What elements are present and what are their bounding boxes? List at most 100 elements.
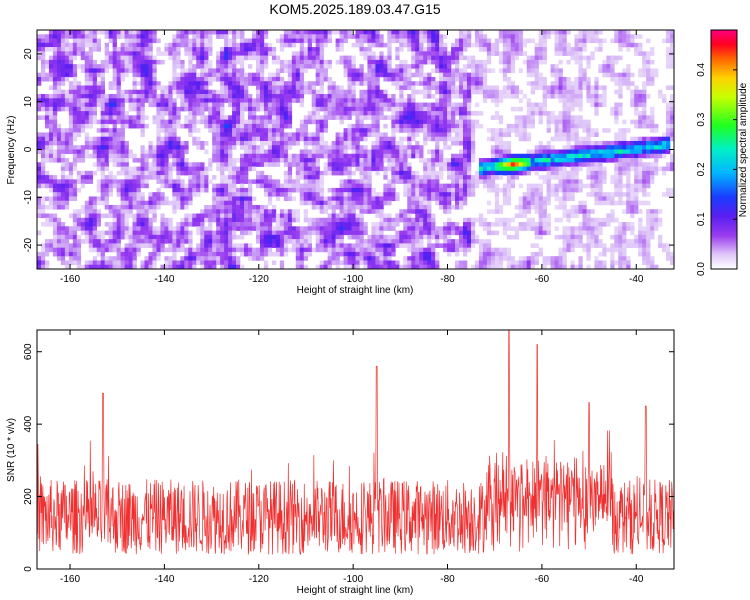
heatmap-cell [220,153,225,159]
heatmap-cell [419,153,424,159]
heatmap-cell [220,111,225,116]
heatmap-cell [486,162,492,167]
heatmap-cell [259,175,265,180]
heatmap-cell [363,128,368,133]
heatmap-cell [403,85,408,91]
heatmap-cell [192,68,197,73]
heatmap-cell [156,187,161,193]
heatmap-cell [144,149,149,155]
heatmap-cell [68,68,74,73]
heatmap-cell [37,106,42,112]
heatmap-cell [172,81,177,86]
heatmap-cell [490,153,496,159]
heatmap-cell [383,153,388,159]
heatmap-cell [335,102,340,108]
heatmap-cell [502,200,508,206]
heatmap-cell [104,102,109,108]
heatmap-cell [52,76,58,82]
heatmap-cell [502,72,508,78]
heatmap-cell [598,162,603,167]
heatmap-cell [315,30,320,35]
heatmap-cell [455,42,460,48]
heatmap-cell [347,162,352,167]
heatmap-cell [136,47,141,52]
heatmap-cell [455,59,460,65]
heatmap-cell [140,132,145,137]
heatmap-cell [136,187,141,193]
heatmap-cell [375,115,380,120]
heatmap-cell [212,102,217,108]
heatmap-cell [570,162,575,167]
heatmap-cell [415,149,420,155]
heatmap-cell [626,200,631,206]
heatmap-cell [80,145,86,150]
heatmap-cell [255,179,261,184]
heatmap-cell [323,166,328,172]
heatmap-cell [255,209,261,214]
heatmap-cell [578,55,583,61]
heatmap-cell [184,30,189,35]
heatmap-cell [48,153,54,159]
heatmap-cell [666,145,671,150]
heatmap-cell [415,38,420,44]
heatmap-cell [514,158,520,163]
heatmap-cell [570,128,575,133]
heatmap-cell [148,170,153,176]
heatmap-cell [646,123,651,129]
heatmap-cell [427,47,432,52]
heatmap-cell [435,187,440,193]
heatmap-cell [518,123,524,129]
heatmap-cell [88,136,94,142]
heatmap-cell [658,94,663,99]
heatmap-cell [232,76,237,82]
heatmap-cell [602,38,607,44]
heatmap-cell [462,42,468,48]
heatmap-cell [466,158,472,163]
heatmap-cell [255,81,261,86]
heatmap-cell [128,47,133,52]
heatmap-cell [403,166,408,172]
heatmap-cell [315,94,320,99]
heatmap-cell [423,187,428,193]
heatmap-cell [152,166,157,172]
heatmap-cell [423,47,428,52]
heatmap-cell [335,196,340,202]
heatmap-cell [176,76,181,82]
heatmap-cell [618,128,623,133]
heatmap-cell [80,94,86,99]
heatmap-cell [427,175,432,180]
heatmap-cell [156,94,161,99]
heatmap-cell [459,76,464,82]
heatmap-cell [271,140,277,146]
heatmap-cell [37,204,42,210]
heatmap-cell [228,200,233,206]
heatmap-cell [427,55,432,61]
heatmap-cell [367,111,372,116]
heatmap-cell [518,132,524,137]
heatmap-cell [470,81,476,86]
heatmap-cell [399,85,404,91]
heatmap-cell [419,55,424,61]
heatmap-cell [339,145,344,150]
heatmap-cell [275,115,281,120]
heatmap-cell [263,115,269,120]
heatmap-cell [339,30,344,35]
heatmap-cell [104,132,109,137]
heatmap-cell [427,102,432,108]
heatmap-cell [116,204,121,210]
heatmap-cell [451,42,456,48]
heatmap-cell [423,123,428,129]
heatmap-cell [92,153,98,159]
heatmap-cell [140,158,145,163]
heatmap-cell [37,98,42,103]
heatmap-cell [224,115,229,120]
heatmap-cell [427,59,432,65]
heatmap-cell [550,68,555,73]
heatmap-cell [439,196,444,202]
heatmap-cell [542,158,547,163]
heatmap-cell [391,162,396,167]
heatmap-cell [419,34,424,39]
heatmap-cell [387,64,392,69]
heatmap-cell [466,55,472,61]
heatmap-cell [447,123,452,129]
